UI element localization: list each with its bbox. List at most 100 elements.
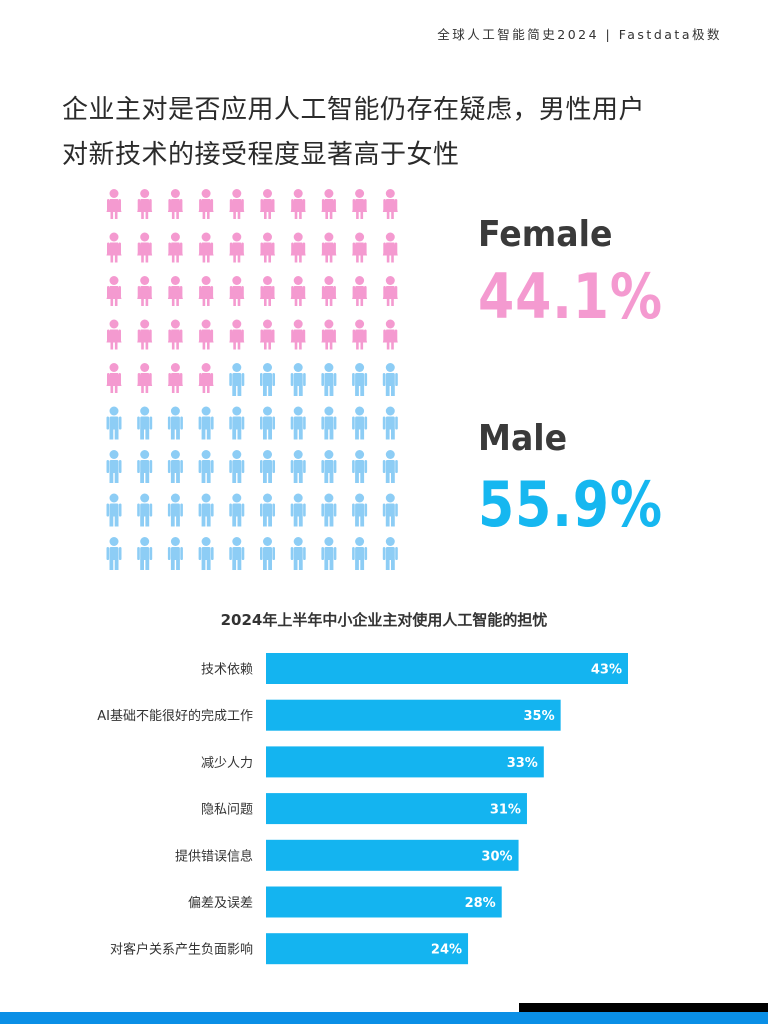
male-person-icon [106,537,122,570]
male-person-icon [137,450,153,483]
male-person-icon [352,406,368,440]
female-person-icon [106,319,122,350]
female-person-icon [352,276,368,306]
bar [266,699,561,731]
category-label: 隐私问题 [201,803,253,818]
male-person-icon [321,450,337,483]
male-person-icon [229,406,245,440]
bar [266,746,544,778]
female-person-icon [260,232,275,263]
male-person-icon [321,406,337,440]
female-person-icon [352,232,368,263]
male-person-icon [290,450,306,483]
male-person-icon [260,493,275,527]
female-percentage: 44.1% [478,260,663,333]
category-label: 对客户关系产生负面影响 [110,942,253,958]
male-person-icon [321,493,337,527]
female-person-icon [229,276,245,306]
report-source: 全球人工智能简史2024 | Fastdata极数 [437,27,722,42]
female-person-icon [137,276,153,306]
male-person-icon [198,537,214,570]
bar-value-label: 31% [490,803,521,818]
female-person-icon [229,232,245,263]
female-person-icon [137,232,153,263]
category-label: 提供错误信息 [175,848,253,864]
male-person-icon [137,493,153,527]
headline-line-2: 对新技术的接受程度显著高于女性 [62,140,460,170]
male-person-icon [229,363,245,396]
male-person-icon [229,537,245,570]
female-person-icon [290,232,306,263]
category-label: 减少人力 [201,756,253,771]
headline-line-1: 企业主对是否应用人工智能仍存在疑虑，男性用户 [62,95,646,125]
female-person-icon [106,276,122,306]
female-person-icon [321,276,337,306]
female-person-icon [198,276,214,306]
female-person-icon [137,189,153,219]
male-person-icon [137,537,153,570]
female-person-icon [352,319,368,350]
male-person-icon [260,450,275,483]
male-person-icon [137,406,153,440]
gender-pictogram [106,189,398,570]
male-person-icon [198,406,214,440]
male-person-icon [321,537,337,570]
male-person-icon [382,406,398,440]
male-person-icon [290,363,306,396]
male-person-icon [106,493,122,527]
female-person-icon [167,363,183,393]
female-person-icon [167,319,183,350]
female-person-icon [321,189,337,219]
page-headline: 企业主对是否应用人工智能仍存在疑虑，男性用户 对新技术的接受程度显著高于女性 [62,88,722,178]
female-person-icon [290,319,306,350]
bar [266,653,628,684]
bar [266,793,527,825]
bar [266,886,502,918]
male-person-icon [260,363,275,396]
female-person-icon [382,319,398,350]
female-person-icon [137,319,153,350]
male-person-icon [229,493,245,527]
male-person-icon [260,406,275,440]
bar-value-label: 24% [431,943,462,958]
female-person-icon [382,189,398,219]
male-person-icon [167,406,183,440]
bar [266,933,469,965]
footer-accent-bar [519,1003,768,1012]
bar [266,839,519,871]
male-person-icon [198,450,214,483]
female-person-icon [167,189,183,219]
bar-value-label: 28% [465,896,496,911]
male-person-icon [321,363,337,396]
female-person-icon [260,276,275,306]
bar-value-label: 35% [524,709,555,724]
male-person-icon [167,537,183,570]
male-person-icon [352,363,368,396]
female-person-icon [260,189,275,219]
female-person-icon [106,189,122,219]
female-person-icon [229,319,245,350]
male-person-icon [382,493,398,527]
bar-value-label: 33% [507,756,538,771]
female-person-icon [321,232,337,263]
male-person-icon [229,450,245,483]
female-person-icon [290,276,306,306]
female-person-icon [260,319,275,350]
male-person-icon [198,493,214,527]
female-person-icon [382,232,398,263]
male-person-icon [106,406,122,440]
male-percentage: 55.9% [478,468,663,541]
female-person-icon [321,319,337,350]
female-person-icon [106,363,122,393]
female-person-icon [382,276,398,306]
male-person-icon [352,493,368,527]
female-person-icon [198,189,214,219]
female-label: Female [478,214,613,255]
category-label: AI基础不能很好的完成工作 [97,708,253,724]
male-person-icon [290,537,306,570]
category-label: 技术依赖 [201,663,253,678]
bar-value-label: 30% [481,849,512,864]
male-person-icon [382,450,398,483]
female-person-icon [167,232,183,263]
male-person-icon [260,537,275,570]
